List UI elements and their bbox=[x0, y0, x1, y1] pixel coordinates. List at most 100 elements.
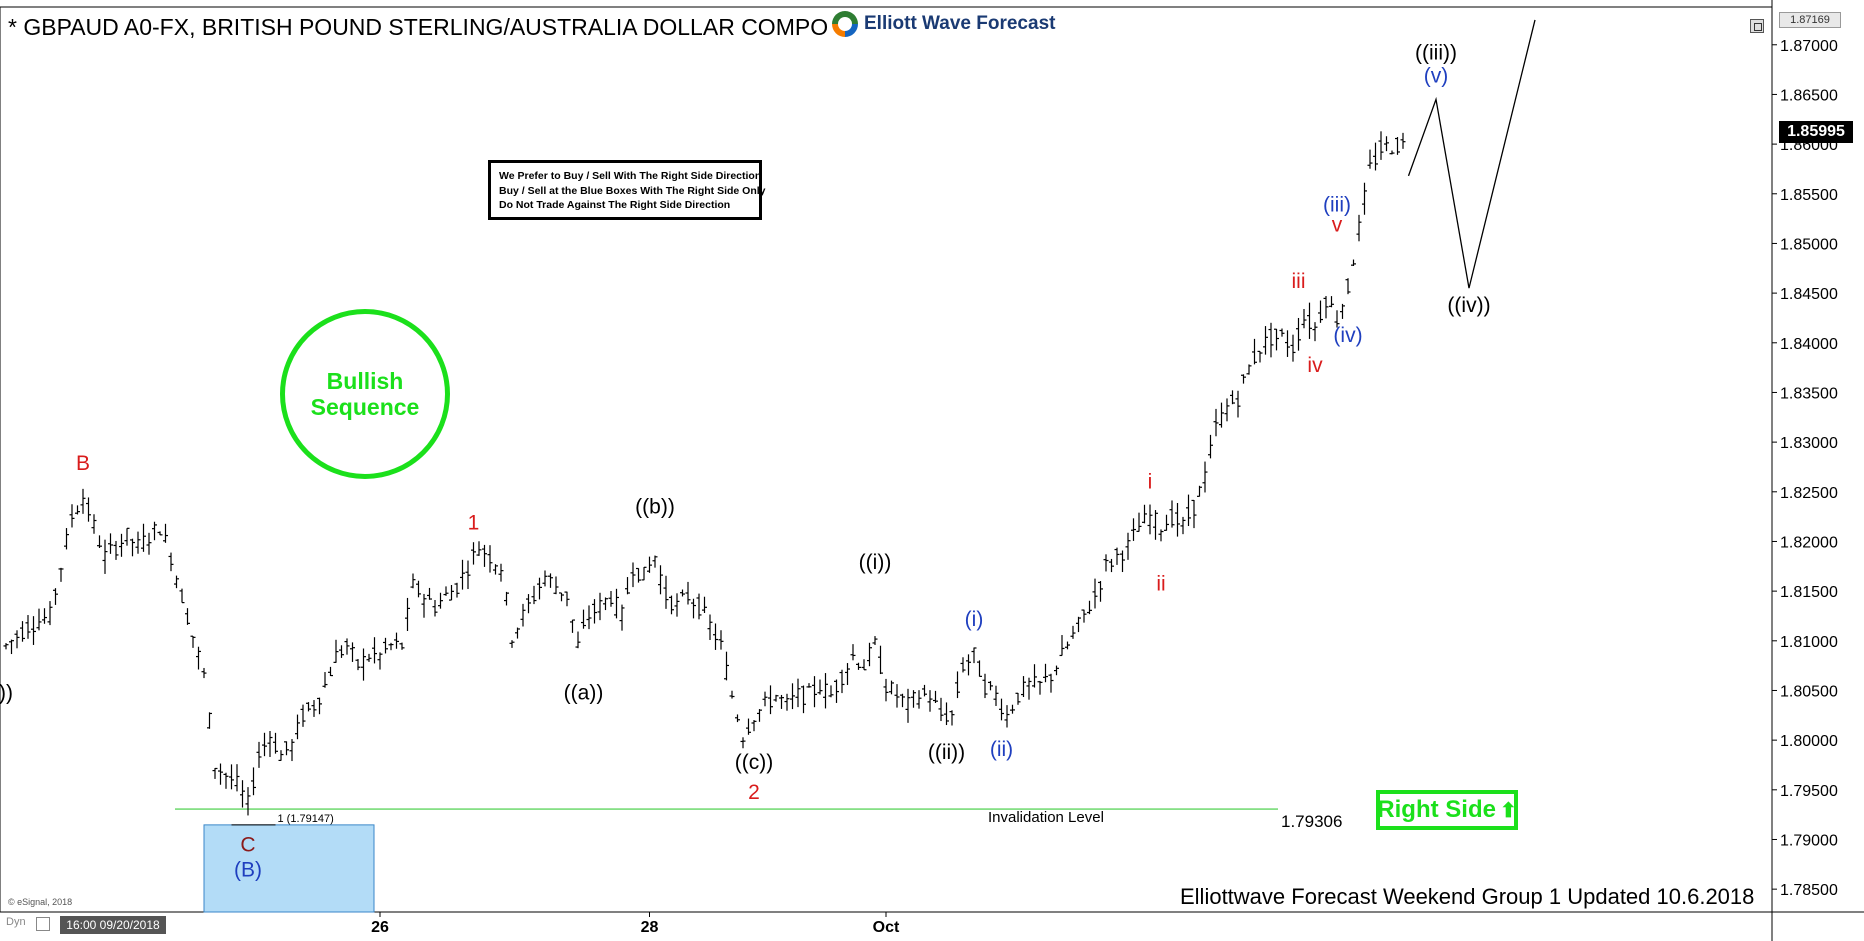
ohlc-bar bbox=[971, 647, 977, 664]
ohlc-bar bbox=[828, 685, 834, 698]
ohlc-bar bbox=[1136, 512, 1142, 532]
wave-label: ((iii)) bbox=[1415, 42, 1457, 65]
dyn-toggle-icon[interactable] bbox=[36, 917, 50, 931]
y-tick-label: 1.87000 bbox=[1780, 38, 1838, 55]
right-side-label: Right Side bbox=[1377, 796, 1496, 823]
ohlc-bar bbox=[482, 544, 487, 567]
ohlc-bar bbox=[185, 608, 190, 625]
ohlc-bar bbox=[570, 619, 575, 633]
ohlc-bar bbox=[872, 636, 878, 645]
ohlc-bar bbox=[977, 660, 982, 677]
ohlc-bar bbox=[1208, 434, 1213, 459]
ohlc-bar bbox=[493, 564, 498, 575]
ohlc-bar bbox=[773, 694, 779, 702]
ohlc-bar bbox=[696, 593, 702, 620]
ohlc-bar bbox=[955, 671, 960, 699]
ohlc-bar bbox=[916, 690, 922, 709]
bullish-line-2: Sequence bbox=[310, 394, 420, 420]
right-side-badge: Right Side ⬆ bbox=[1376, 790, 1518, 830]
maximize-icon[interactable] bbox=[1750, 19, 1764, 33]
ohlc-bar bbox=[960, 657, 966, 673]
ohlc-bar bbox=[526, 594, 531, 614]
ohlc-bar bbox=[289, 739, 295, 762]
ohlc-bar bbox=[1147, 504, 1153, 535]
ohlc-bar bbox=[1323, 296, 1329, 319]
ohlc-bar bbox=[333, 639, 339, 663]
ohlc-bar bbox=[669, 595, 674, 615]
y-tick-label: 1.80500 bbox=[1780, 683, 1838, 700]
ohlc-bar bbox=[31, 616, 36, 645]
x-tick-label: 26 bbox=[371, 919, 389, 936]
ohlc-bar bbox=[922, 684, 927, 697]
invalidation-label: Invalidation Level bbox=[988, 809, 1104, 826]
ohlc-bar bbox=[1268, 322, 1274, 358]
ohlc-bar bbox=[372, 637, 377, 664]
ohlc-bar bbox=[1037, 680, 1043, 695]
update-footer: Elliottwave Forecast Weekend Group 1 Upd… bbox=[1180, 884, 1755, 909]
ohlc-bar bbox=[861, 659, 867, 671]
ohlc-bar bbox=[1131, 518, 1136, 541]
ohlc-bar bbox=[229, 764, 234, 790]
ohlc-bar bbox=[839, 669, 845, 694]
ohlc-bar bbox=[487, 545, 493, 573]
ohlc-bar bbox=[647, 556, 652, 573]
ohlc-bar bbox=[999, 698, 1004, 721]
ohlc-bar bbox=[102, 539, 108, 574]
dyn-label[interactable]: Dyn bbox=[6, 916, 26, 928]
y-tick-label: 1.81500 bbox=[1780, 584, 1838, 601]
ohlc-bar bbox=[1010, 704, 1015, 714]
logo-text: Elliott Wave Forecast bbox=[864, 13, 1056, 34]
ohlc-bar bbox=[1246, 364, 1252, 375]
x-tick-label: Oct bbox=[873, 919, 900, 936]
wave-label: B bbox=[76, 452, 90, 475]
ohlc-bar bbox=[894, 684, 900, 708]
ohlc-bar bbox=[834, 679, 839, 703]
up-arrow-icon: ⬆ bbox=[1499, 799, 1517, 822]
ohlc-bar bbox=[586, 605, 592, 630]
ohlc-bar bbox=[1285, 330, 1290, 357]
ohlc-bar bbox=[784, 693, 790, 711]
ohlc-bar bbox=[1180, 516, 1186, 535]
ohlc-bar bbox=[1400, 132, 1406, 149]
ohlc-bar bbox=[377, 652, 383, 670]
ohlc-bar bbox=[878, 645, 883, 675]
ohlc-bar bbox=[432, 599, 438, 617]
ohlc-bar bbox=[982, 673, 988, 699]
ohlc-bar bbox=[399, 642, 405, 650]
y-tick-label: 1.84000 bbox=[1780, 336, 1838, 353]
ohlc-bar bbox=[25, 615, 31, 639]
ohlc-bar bbox=[1202, 461, 1208, 493]
top-price-tag: 1.87169 bbox=[1779, 12, 1841, 28]
y-tick-label: 1.85500 bbox=[1780, 187, 1838, 204]
ohlc-bar bbox=[262, 732, 267, 757]
ohlc-bar bbox=[735, 714, 740, 723]
ohlc-bar bbox=[993, 685, 999, 706]
wave-label: 2 bbox=[748, 781, 760, 804]
y-tick-label: 1.78500 bbox=[1780, 882, 1838, 899]
y-tick-label: 1.82500 bbox=[1780, 485, 1838, 502]
ohlc-bar bbox=[201, 667, 207, 679]
ohlc-bar bbox=[20, 621, 25, 642]
ohlc-bar bbox=[190, 635, 196, 648]
ohlc-bar bbox=[1213, 408, 1219, 437]
ohlc-bar bbox=[1389, 150, 1395, 155]
ohlc-bar bbox=[1164, 514, 1169, 531]
ohlc-bar bbox=[1362, 182, 1367, 215]
ohlc-bar bbox=[113, 540, 119, 560]
ohlc-bar bbox=[1125, 532, 1131, 560]
ohlc-bar bbox=[718, 630, 724, 650]
ohlc-bar bbox=[817, 679, 823, 695]
ohlc-bar bbox=[465, 560, 471, 590]
ohlc-bar bbox=[300, 704, 306, 727]
ohlc-bar bbox=[740, 737, 746, 749]
ohlc-bar bbox=[751, 720, 757, 732]
ohlc-bar bbox=[267, 731, 273, 757]
wave-label: ((i)) bbox=[859, 551, 892, 574]
ohlc-bar bbox=[75, 505, 80, 515]
ohlc-bar bbox=[801, 685, 806, 714]
ohlc-bar bbox=[1307, 302, 1312, 339]
ohlc-bar bbox=[515, 627, 520, 639]
ohlc-bar bbox=[1191, 499, 1197, 529]
ohlc-bar bbox=[344, 638, 350, 655]
